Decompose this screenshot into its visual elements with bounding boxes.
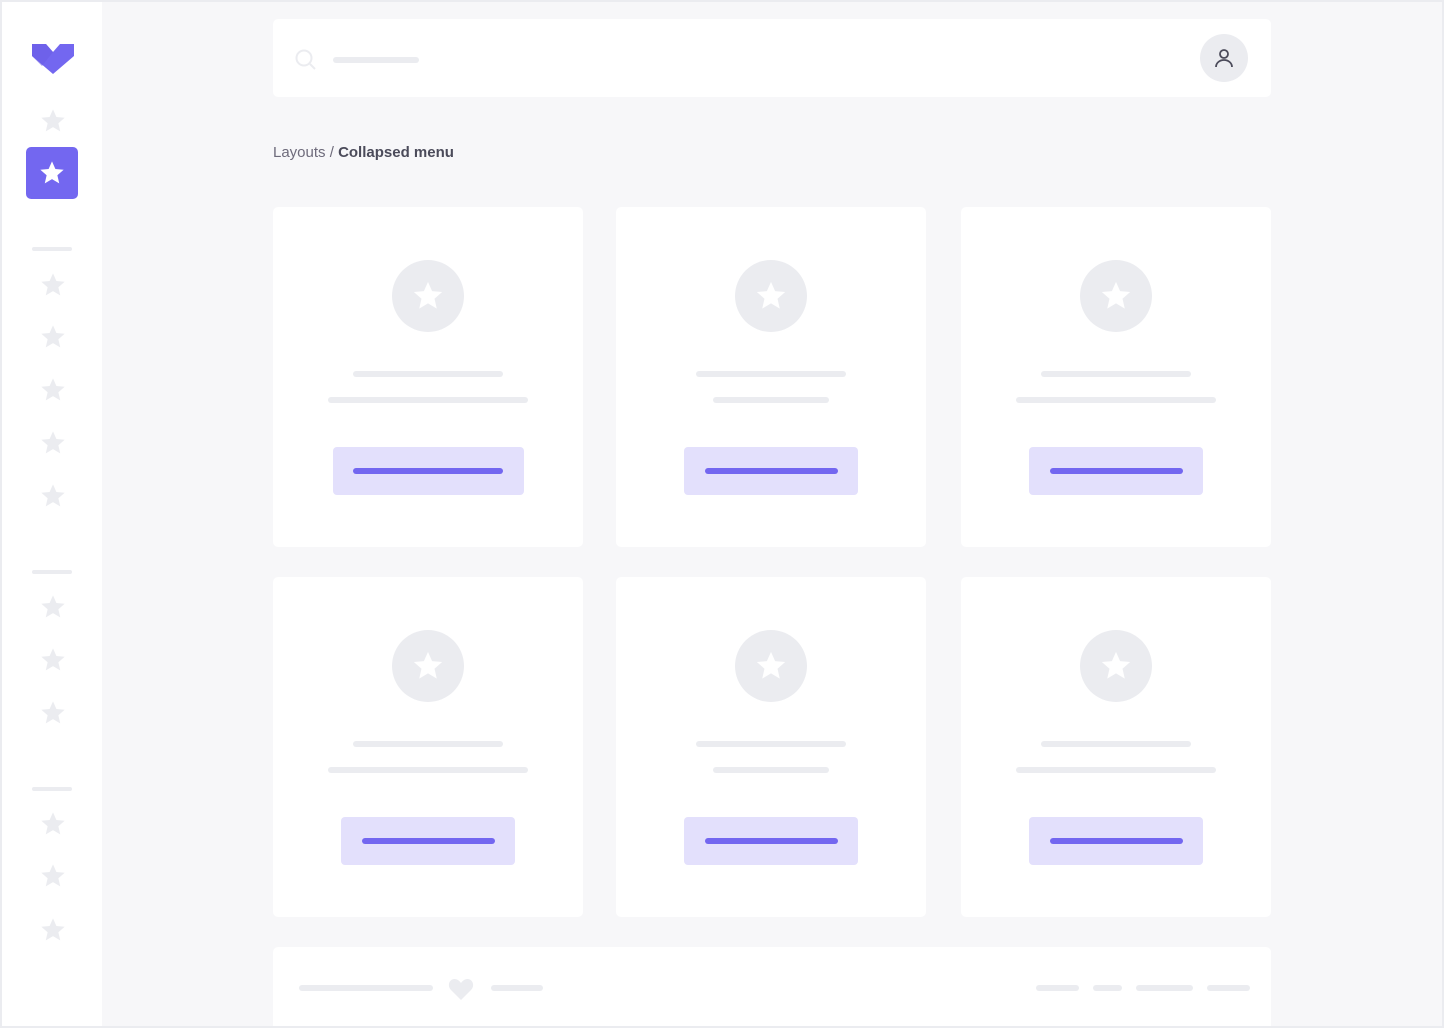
sidebar-item-star-icon[interactable] <box>39 916 67 944</box>
breadcrumb-parent[interactable]: Layouts <box>273 144 326 161</box>
card-button-label <box>361 838 495 844</box>
sidebar-item-star-icon[interactable] <box>39 429 67 457</box>
sidebar <box>2 2 102 1026</box>
card-subtitle <box>1016 767 1216 773</box>
card <box>961 207 1271 547</box>
card-button-label <box>704 838 838 844</box>
card-avatar <box>1080 260 1152 332</box>
sidebar-divider <box>32 247 72 251</box>
card-title <box>696 371 846 377</box>
card-title <box>353 371 503 377</box>
card-avatar <box>392 260 464 332</box>
sidebar-item-star-icon[interactable] <box>39 646 67 674</box>
card-subtitle <box>1016 397 1216 403</box>
card-subtitle <box>328 397 528 403</box>
card-button-label <box>1049 468 1183 474</box>
star-icon <box>756 651 786 679</box>
sidebar-item-star-icon[interactable] <box>39 323 67 351</box>
card-avatar <box>735 630 807 702</box>
card-button[interactable] <box>684 447 858 495</box>
card-title <box>1041 741 1191 747</box>
sidebar-item-star-icon[interactable] <box>39 271 67 299</box>
footer-link[interactable] <box>1136 985 1193 991</box>
card <box>616 577 926 917</box>
star-icon <box>413 651 443 679</box>
sidebar-divider <box>32 787 72 791</box>
card-button[interactable] <box>332 447 524 495</box>
sidebar-item-star-icon[interactable] <box>39 593 67 621</box>
sidebar-item-star-icon[interactable] <box>39 482 67 510</box>
card-button[interactable] <box>1029 447 1203 495</box>
card-avatar <box>392 630 464 702</box>
search-icon[interactable] <box>295 49 317 71</box>
card-subtitle <box>713 397 829 403</box>
star-icon <box>756 281 786 309</box>
card-button[interactable] <box>341 817 515 865</box>
sidebar-item-star-icon[interactable] <box>39 699 67 727</box>
breadcrumb-current: Collapsed menu <box>338 144 454 161</box>
star-icon <box>413 281 443 309</box>
sidebar-item-star-icon[interactable] <box>39 107 67 135</box>
heart-icon <box>448 979 474 1000</box>
breadcrumb-separator: / <box>329 144 334 161</box>
sidebar-item-star-icon[interactable] <box>39 862 67 890</box>
sidebar-divider <box>32 570 72 574</box>
card-title <box>696 741 846 747</box>
user-avatar-button[interactable] <box>1200 34 1248 82</box>
card-avatar <box>1080 630 1152 702</box>
card <box>616 207 926 547</box>
footer <box>273 947 1271 1026</box>
breadcrumb: Layouts / Collapsed menu <box>273 144 454 161</box>
card-button[interactable] <box>684 817 858 865</box>
card-button-label <box>353 468 503 474</box>
footer-text <box>299 985 433 991</box>
card-subtitle <box>713 767 829 773</box>
sidebar-item-star-icon[interactable] <box>39 810 67 838</box>
search-input[interactable] <box>333 57 419 63</box>
footer-link[interactable] <box>1036 985 1079 991</box>
card-title <box>1041 371 1191 377</box>
top-navbar <box>273 19 1271 97</box>
card-avatar <box>735 260 807 332</box>
card <box>961 577 1271 917</box>
user-icon <box>1215 49 1233 68</box>
card-title <box>353 741 503 747</box>
card <box>273 577 583 917</box>
logo-icon <box>32 44 74 74</box>
star-icon <box>1101 651 1131 679</box>
card-button-label <box>704 468 838 474</box>
star-icon <box>1101 281 1131 309</box>
card-subtitle <box>328 767 528 773</box>
star-icon <box>40 161 64 184</box>
card-button-label <box>1049 838 1183 844</box>
footer-link[interactable] <box>1093 985 1122 991</box>
card <box>273 207 583 547</box>
card-button[interactable] <box>1029 817 1203 865</box>
sidebar-item-active[interactable] <box>26 147 78 199</box>
sidebar-item-star-icon[interactable] <box>39 376 67 404</box>
footer-text <box>491 985 543 991</box>
footer-link[interactable] <box>1207 985 1250 991</box>
